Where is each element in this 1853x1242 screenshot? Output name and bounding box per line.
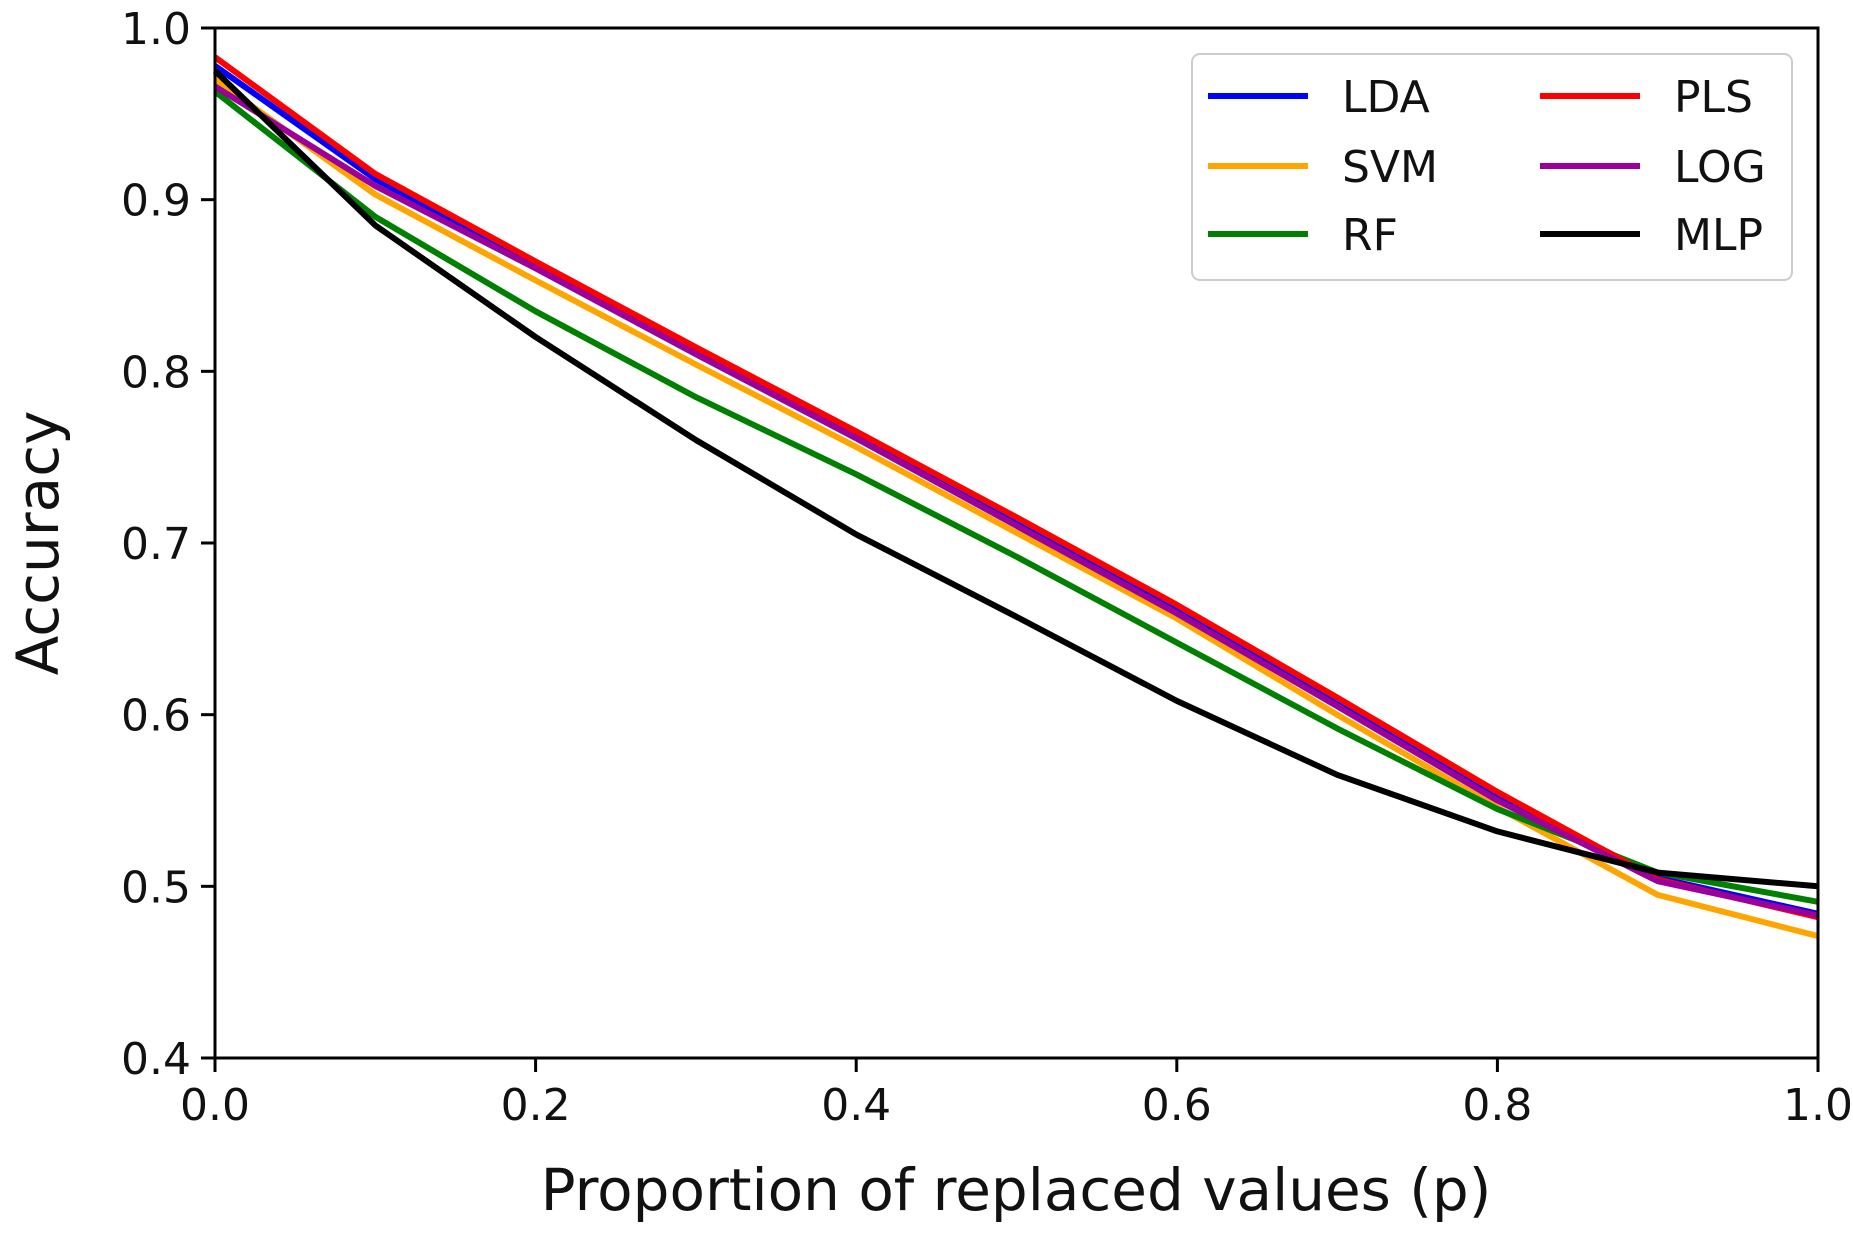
x-tick-label: 0.6 [1142,1080,1212,1131]
legend-label-lda: LDA [1342,72,1430,123]
x-tick-label: 1.0 [1783,1080,1853,1131]
y-tick-label: 0.8 [121,347,191,398]
x-axis-title: Proportion of replaced values (p) [541,1156,1492,1224]
y-tick-label: 0.9 [121,176,191,227]
legend-label-pls: PLS [1674,72,1753,123]
x-tick-label: 0.4 [821,1080,891,1131]
legend-label-log: LOG [1674,142,1766,193]
x-tick-label: 0.0 [180,1080,250,1131]
y-tick-label: 0.6 [121,691,191,742]
y-axis-ticks: 0.4 0.5 0.6 0.7 0.8 0.9 1.0 [121,4,215,1085]
x-tick-label: 0.2 [501,1080,571,1131]
series-line-mlp [212,68,1819,890]
series-line-svm [213,77,1819,940]
legend-label-rf: RF [1342,210,1398,261]
series-line-log [213,83,1819,919]
y-tick-label: 0.7 [121,519,191,570]
y-tick-label: 1.0 [121,4,191,55]
legend-box [1191,53,1793,281]
series-layer [212,54,1819,940]
y-tick-label: 0.5 [121,862,191,913]
series-line-pls [213,54,1819,921]
legend: LDA SVM RF PLS LOG MLP [1191,53,1793,281]
legend-label-mlp: MLP [1674,210,1763,261]
legend-label-svm: SVM [1342,142,1438,193]
x-tick-label: 0.8 [1462,1080,1532,1131]
x-axis-ticks: 0.0 0.2 0.4 0.6 0.8 1.0 [180,1058,1853,1131]
y-tick-label: 0.4 [121,1034,191,1085]
y-axis-title: Accuracy [4,411,72,676]
